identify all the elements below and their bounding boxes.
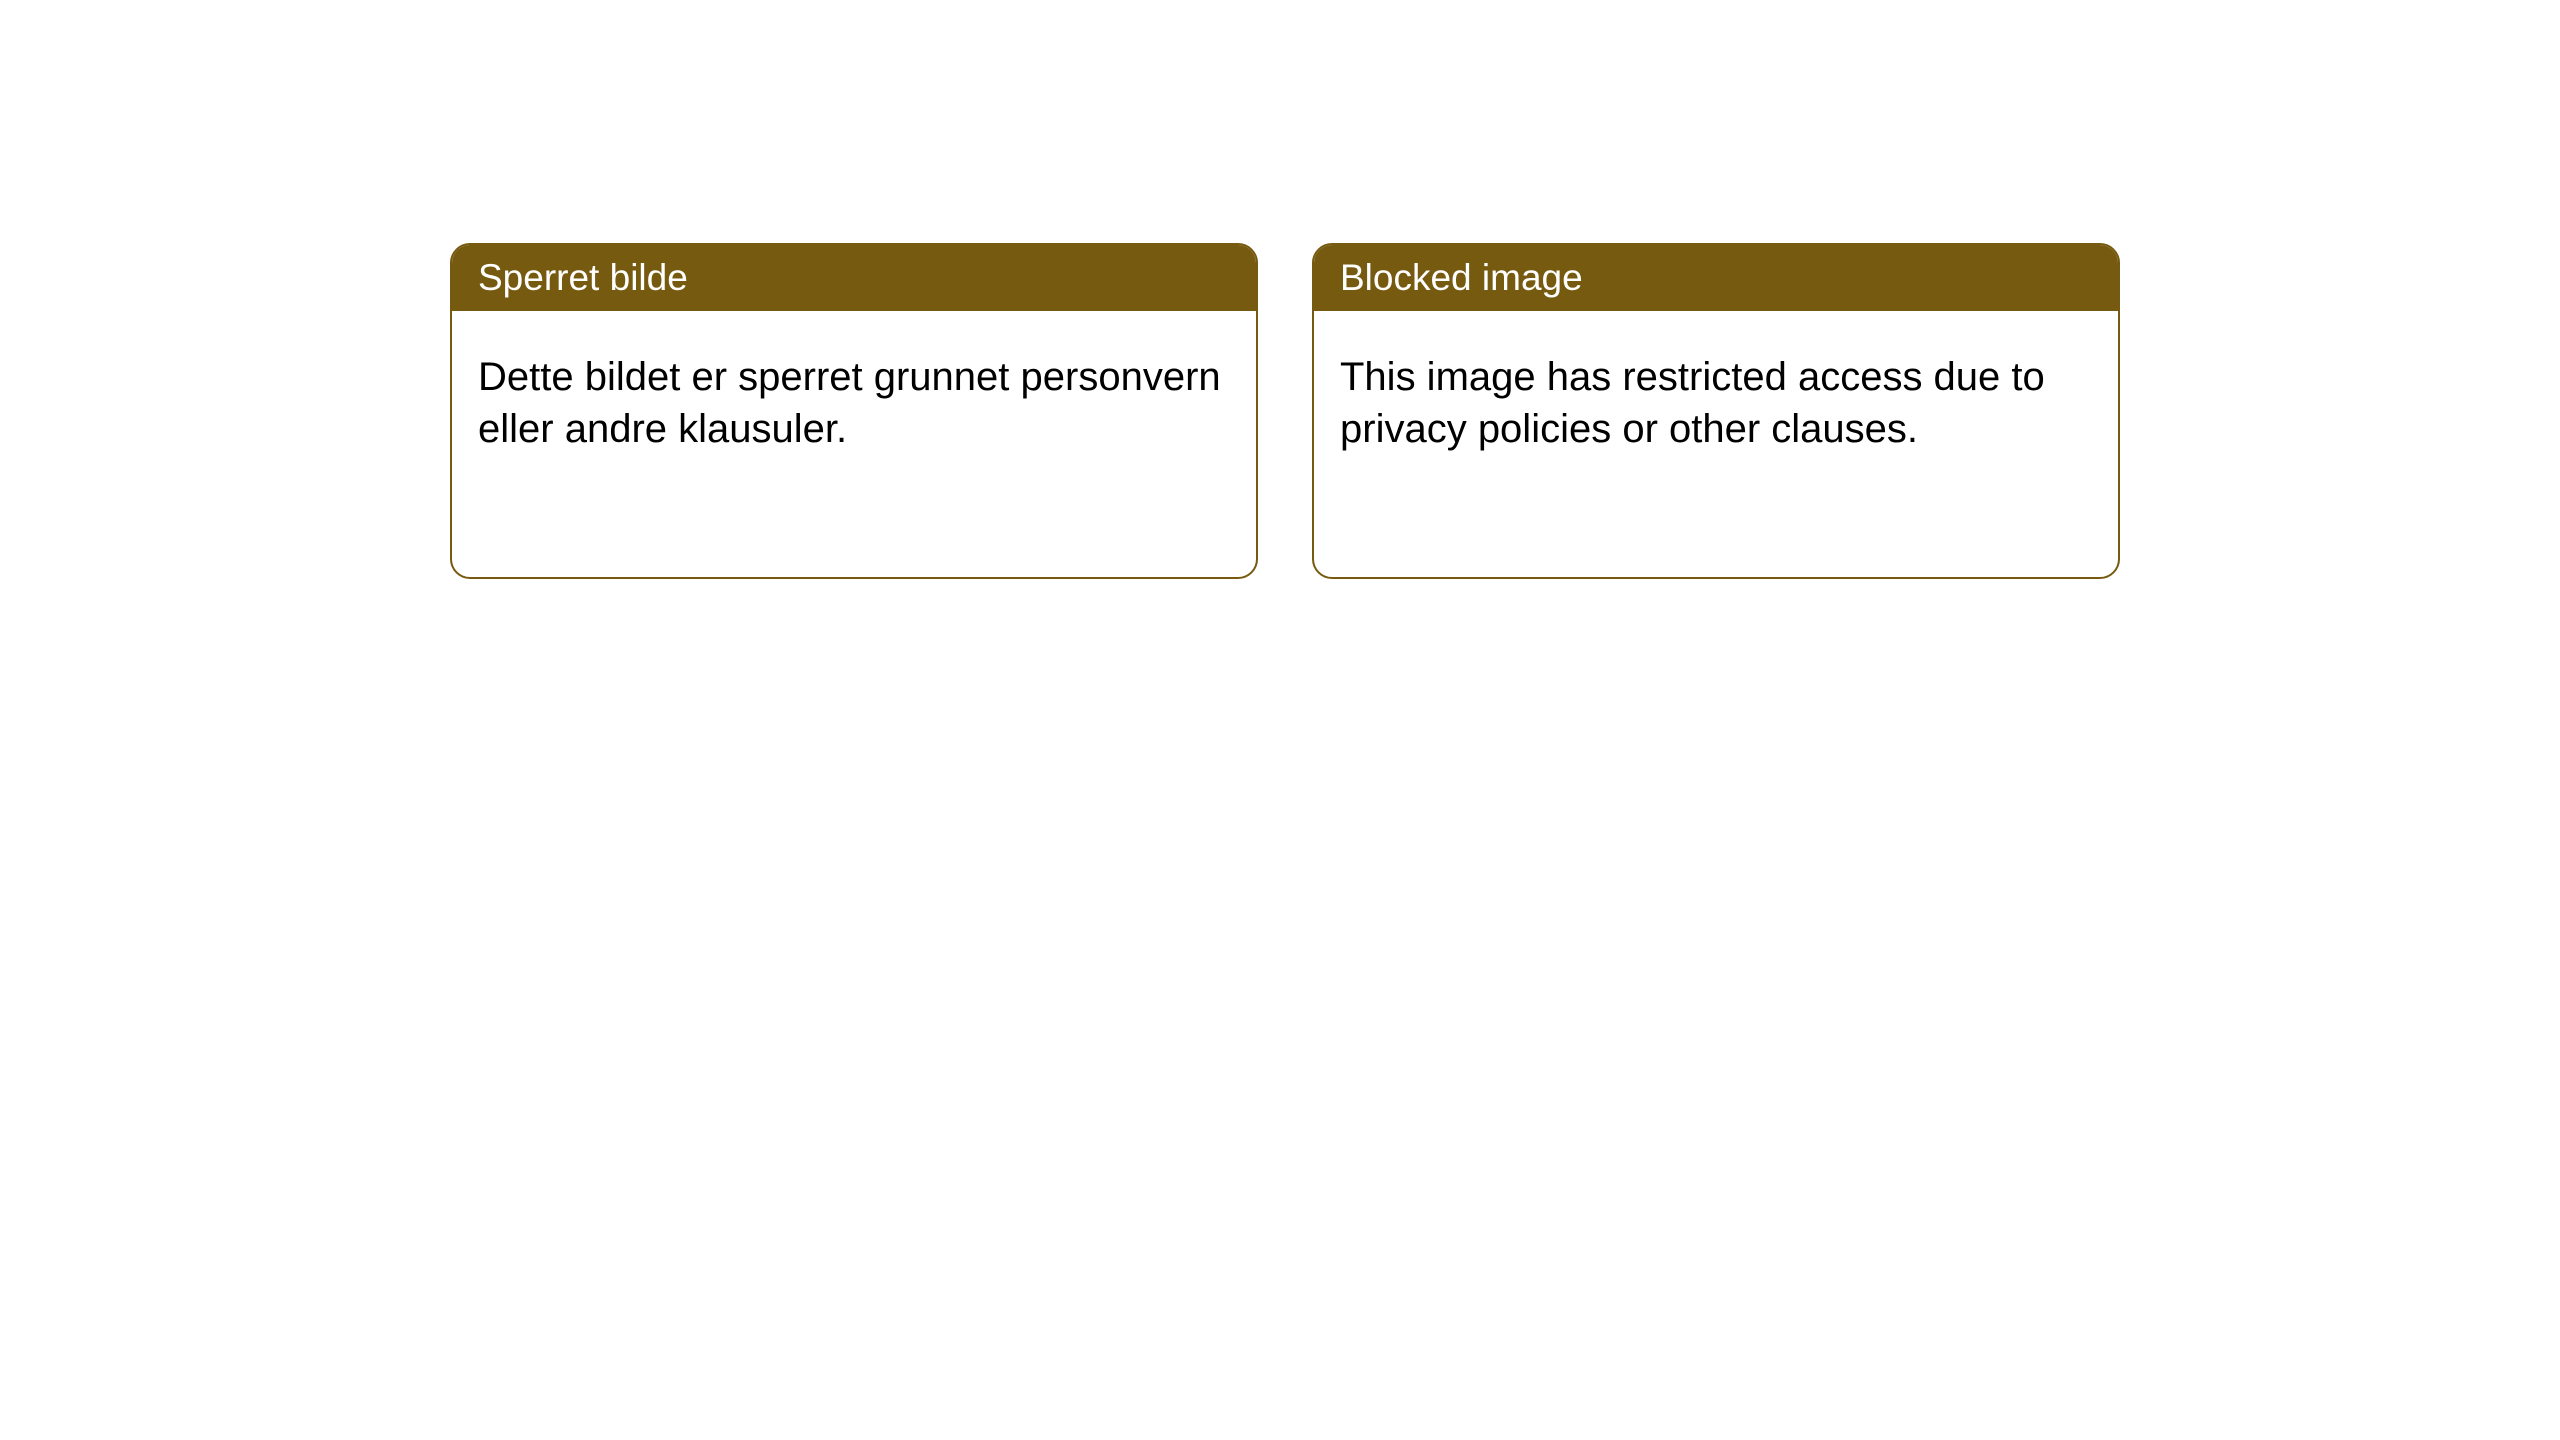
card-title: Blocked image	[1340, 257, 1583, 298]
card-body-text: Dette bildet er sperret grunnet personve…	[478, 355, 1221, 451]
notice-card-english: Blocked image This image has restricted …	[1312, 243, 2120, 579]
card-body-text: This image has restricted access due to …	[1340, 355, 2045, 451]
notice-cards-container: Sperret bilde Dette bildet er sperret gr…	[450, 243, 2120, 579]
notice-card-norwegian: Sperret bilde Dette bildet er sperret gr…	[450, 243, 1258, 579]
card-title: Sperret bilde	[478, 257, 688, 298]
card-body: This image has restricted access due to …	[1314, 311, 2118, 495]
card-body: Dette bildet er sperret grunnet personve…	[452, 311, 1256, 495]
card-header: Sperret bilde	[452, 245, 1256, 311]
card-header: Blocked image	[1314, 245, 2118, 311]
